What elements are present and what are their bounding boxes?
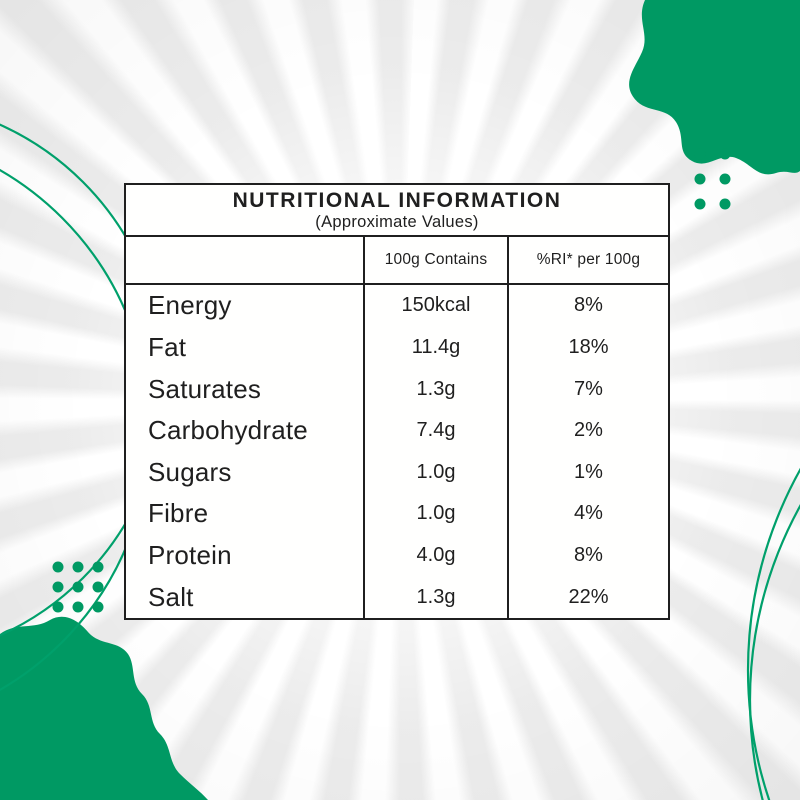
row-salt-amount: 1.3g: [363, 576, 507, 618]
header-cell-empty: [126, 237, 363, 283]
row-protein-ri: 8%: [507, 534, 668, 577]
row-fibre-ri: 4%: [507, 493, 668, 535]
row-protein-amount: 4.0g: [363, 534, 507, 577]
card-title-section: NUTRITIONAL INFORMATION (Approximate Val…: [126, 185, 668, 237]
row-sugars-name: Sugars: [148, 456, 232, 487]
row-carbohydrate-ri: 2%: [507, 409, 668, 452]
header-cell-amount: 100g Contains: [363, 237, 507, 283]
row-fibre-name: Fibre: [148, 498, 209, 529]
row-saturates-ri: 7%: [507, 368, 668, 410]
row-fat-name: Fat: [148, 331, 187, 362]
dots-grid-top-right: [694, 148, 731, 210]
card-subtitle: (Approximate Values): [315, 213, 479, 231]
row-saturates-amount: 1.3g: [363, 368, 507, 410]
circle-outlines-bottom-right: [747, 467, 800, 800]
blob-bottom-left-shape: [0, 616, 208, 800]
row-salt-name: Salt: [148, 581, 194, 612]
row-sugars-amount: 1.0g: [363, 451, 507, 494]
header-cell-ri: %RI* per 100g: [507, 237, 668, 283]
row-sugars-ri: 1%: [507, 451, 668, 494]
row-fibre-amount: 1.0g: [363, 493, 507, 535]
row-salt-ri: 22%: [507, 576, 668, 618]
nutrition-facts-card: NUTRITIONAL INFORMATION (Approximate Val…: [124, 183, 670, 620]
table-header-row: 100g Contains %RI* per 100g: [126, 237, 668, 285]
row-carbohydrate-amount: 7.4g: [363, 409, 507, 452]
row-fat-amount: 11.4g: [363, 326, 507, 369]
row-carbohydrate-name: Carbohydrate: [148, 415, 308, 446]
row-protein-name: Protein: [148, 540, 232, 571]
row-fat-ri: 18%: [507, 326, 668, 369]
blob-top-right-shape: [629, 0, 800, 175]
table-body: Energy 150kcal 8% Fat 11.4g 18% Saturate…: [126, 285, 668, 618]
row-energy-ri: 8%: [507, 285, 668, 327]
row-energy-amount: 150kcal: [363, 285, 507, 327]
row-energy-name: Energy: [148, 290, 232, 321]
dots-grid-bottom-left: [52, 561, 104, 613]
row-saturates-name: Saturates: [148, 373, 262, 404]
card-title: NUTRITIONAL INFORMATION: [232, 188, 562, 212]
